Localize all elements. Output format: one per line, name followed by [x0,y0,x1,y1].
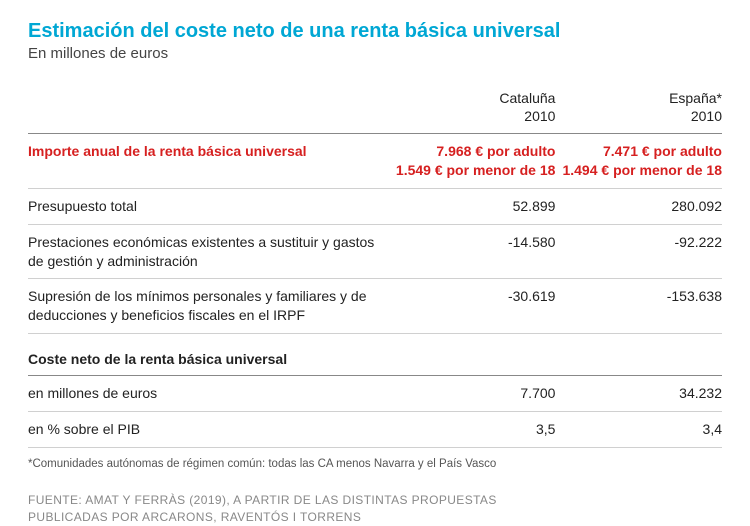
row-highlight: Importe anual de la renta básica univers… [28,134,722,189]
row-label: en % sobre el PIB [28,412,389,448]
row-label: Prestaciones económicas existentes a sus… [28,224,389,279]
row-label: en millones de euros [28,376,389,412]
row-val: 3,4 [555,412,722,448]
row-val: 34.232 [555,376,722,412]
table-row: Prestaciones económicas existentes a sus… [28,224,722,279]
highlight-label: Importe anual de la renta básica univers… [28,134,389,189]
row-val: 52.899 [389,188,556,224]
table-row: Presupuesto total 52.899 280.092 [28,188,722,224]
page-subtitle: En millones de euros [28,45,722,62]
row-label: Supresión de los mínimos personales y fa… [28,279,389,334]
table-row: en millones de euros 7.700 34.232 [28,376,722,412]
page-title: Estimación del coste neto de una renta b… [28,20,722,43]
col-header-esp: España* 2010 [555,86,722,134]
row-val: -14.580 [389,224,556,279]
table-row: en % sobre el PIB 3,5 3,4 [28,412,722,448]
row-label: Presupuesto total [28,188,389,224]
highlight-val-esp: 7.471 € por adulto 1.494 € por menor de … [555,134,722,189]
highlight-val-cat: 7.968 € por adulto 1.549 € por menor de … [389,134,556,189]
net-cost-heading: Coste neto de la renta básica universal [28,334,722,376]
col-header-cat: Cataluña 2010 [389,86,556,134]
footnote: *Comunidades autónomas de régimen común:… [28,458,722,470]
source-citation: FUENTE: AMAT Y FERRÀS (2019), A PARTIR D… [28,492,722,526]
row-val: 7.700 [389,376,556,412]
row-val: -92.222 [555,224,722,279]
table-row: Supresión de los mínimos personales y fa… [28,279,722,334]
row-val: 280.092 [555,188,722,224]
cost-table: Cataluña 2010 España* 2010 Importe anual… [28,86,722,448]
row-val: -153.638 [555,279,722,334]
source-line: FUENTE: AMAT Y FERRÀS (2019), A PARTIR D… [28,492,722,509]
net-cost-heading-row: Coste neto de la renta básica universal [28,334,722,376]
source-line: PUBLICADAS POR ARCARONS, RAVENTÓS I TORR… [28,509,722,526]
row-val: -30.619 [389,279,556,334]
row-val: 3,5 [389,412,556,448]
